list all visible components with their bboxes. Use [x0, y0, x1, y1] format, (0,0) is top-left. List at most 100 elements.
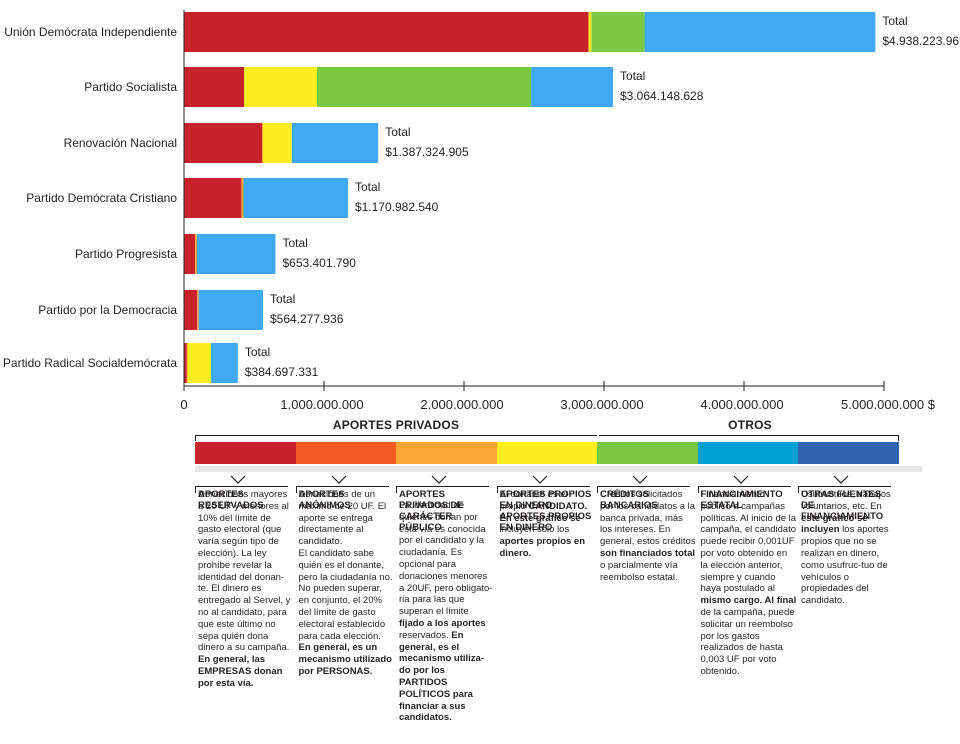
bar-segment [198, 290, 263, 330]
total-value: $384.697.331 [245, 365, 319, 379]
bar-segment [243, 178, 348, 218]
description-text: El candidato sabe quién es el donante, p… [298, 547, 393, 642]
total-heading: Total [355, 180, 380, 194]
group-line-start [195, 435, 196, 441]
bar-segment [184, 123, 263, 163]
description-emphasis: En este gráfico se [499, 512, 581, 524]
description-emphasis: aportes propios en dinero. [499, 536, 586, 559]
legend-item-description: La identidad de quienes donan por esta v… [399, 500, 495, 724]
description-text: incluyen sólo los [499, 524, 570, 536]
description-emphasis: son financiados total [600, 547, 696, 559]
bar-segment [196, 234, 276, 274]
total-value: $4.938.223.969 [882, 34, 960, 48]
total-value: $653.401.790 [282, 256, 356, 270]
legend-swatch [295, 442, 396, 464]
total-value: $3.064.148.628 [620, 89, 704, 103]
x-tick-label: 0 [180, 397, 187, 412]
legend-item-title: APORTES PROPIOS EN DINERO APORTES PROPIO… [499, 489, 592, 533]
total-value: $1.387.324.905 [385, 145, 469, 159]
legend-bracket [496, 486, 590, 493]
description-text: los aportes propios que no se realizan e… [801, 524, 889, 607]
bar-segment [184, 178, 242, 218]
bar-segment [531, 67, 613, 107]
description-text: El donante es el propio [499, 489, 568, 512]
total-heading: Total [270, 292, 295, 306]
x-tick-label: 1.000.000.000 [280, 397, 363, 412]
chevron-down-icon [431, 475, 447, 484]
x-tick-label: 3.000.000.000 [560, 397, 643, 412]
x-tick-label: 4.000.000.000 [700, 397, 783, 412]
total-value: $564.277.936 [270, 312, 344, 326]
x-tick-label: 5.000.000.000 $ [841, 397, 936, 412]
bar-segment [244, 67, 317, 107]
bar-segment [184, 343, 187, 383]
legend-item-description: Créditos solicitados por los candidatos … [600, 489, 696, 583]
legend-swatch [496, 442, 597, 464]
description-text: Financiamiento público a campañas políti… [700, 489, 797, 595]
legend-item-title: FINANCIAMIENTO ESTATAL [700, 489, 783, 511]
bar-segment [184, 12, 589, 52]
bar-segment [195, 234, 197, 274]
total-heading: Total [882, 14, 907, 28]
chevron-down-icon [230, 475, 246, 484]
category-label: Partido por la Democracia [38, 303, 177, 317]
description-text: Usufructuos, trabajos voluntarios, etc. … [801, 489, 891, 512]
legend-swatch [597, 442, 698, 464]
bar-segment [588, 12, 592, 52]
total-heading: Total [620, 69, 645, 83]
legend-item-title: OTRAS FUENTES DE FINANCIAMIENTO [801, 489, 884, 522]
legend-item-title: CRÉDITOS BANCARIOS [600, 489, 658, 511]
legend-bracket [597, 486, 690, 493]
legend-item-description: Usufructuos, trabajos voluntarios, etc. … [801, 489, 897, 607]
legend-bracket [396, 486, 489, 493]
legend-item-title: APORTES RESERVADOS [198, 489, 264, 511]
bar-segment [184, 67, 245, 107]
category-label: Unión Demócrata Independiente [4, 25, 177, 39]
group-line-others [599, 435, 899, 436]
description-text: de la campaña, puede solicitar un reembo… [700, 606, 795, 677]
category-label: Renovación Nacional [64, 136, 177, 150]
chevron-down-icon [833, 475, 849, 484]
category-label: Partido Demócrata Cristiano [26, 191, 177, 205]
category-label: Partido Socialista [84, 80, 177, 94]
legend-bracket [798, 486, 891, 493]
description-text: La identidad de quienes donan por esta v… [399, 500, 493, 618]
bar-segment [211, 343, 238, 383]
chevron-down-icon [331, 475, 346, 484]
group-title-private: APORTES PRIVADOS [332, 418, 460, 432]
legend-item-title: APORTES ANÓNIMOS [298, 489, 351, 511]
chevron-down-icon [632, 475, 648, 484]
legend-swatch-shadow [195, 466, 922, 472]
total-value: $1.170.982.540 [355, 200, 439, 214]
group-line-end [898, 435, 899, 441]
bar-segment [187, 343, 212, 383]
bar-segment [184, 290, 198, 330]
legend-swatch [396, 442, 497, 464]
bar-segment [186, 343, 188, 383]
category-label: Partido Radical Socialdemócrata [3, 356, 177, 370]
description-emphasis: este gráfico se incluyen [801, 512, 868, 536]
legend-swatch [697, 442, 798, 464]
legend-swatch [195, 442, 296, 464]
bar-segment [591, 12, 645, 52]
total-heading: Total [245, 345, 270, 359]
description-text: Créditos solicitados por los candidatos … [600, 489, 696, 548]
description-emphasis: En general, es el mecanismo utiliza-do p… [399, 629, 484, 724]
category-label: Partido Progresista [75, 247, 177, 261]
bar-segment [291, 123, 379, 163]
legend-swatch-row [195, 442, 899, 464]
description-text: Donaciones mayores a 20 UF y menores al … [198, 489, 291, 654]
bar-segment [317, 67, 532, 107]
chevron-down-icon [733, 475, 748, 484]
legend-item-description: Donaciones mayores a 20 UF y menores al … [198, 489, 294, 690]
legend-bracket [295, 486, 389, 493]
bar-segment [644, 12, 876, 52]
description-text: reservados. [399, 629, 452, 641]
bar-segment [241, 178, 244, 218]
bar-segment [262, 123, 292, 163]
legend-item-title: APORTES PRIVADOS DE CARÁCTER PÚBLICO [399, 489, 464, 533]
description-emphasis: CANDIDATO. [528, 500, 588, 512]
legend-bracket [697, 486, 791, 493]
description-emphasis: mismo cargo. Al final [700, 595, 797, 607]
chevron-down-icon [532, 475, 547, 484]
